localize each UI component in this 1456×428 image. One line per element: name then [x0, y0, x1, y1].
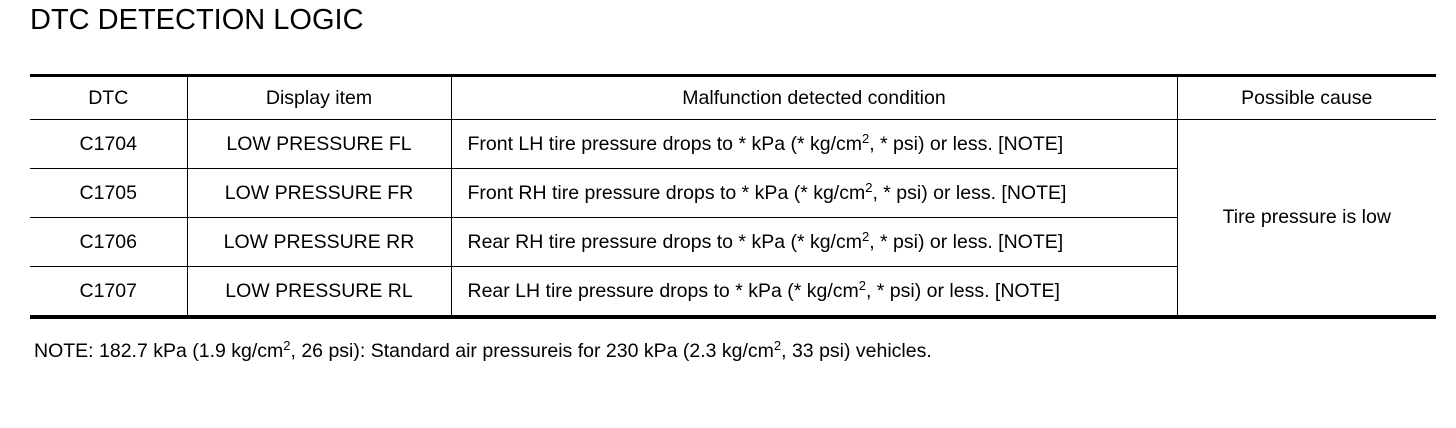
- text-part: 2: [861, 228, 870, 244]
- title: DTC DETECTION LOGIC: [30, 4, 364, 36]
- condition-cell: Front LH tire pressure drops to * kPa (*…: [450, 119, 1178, 169]
- dtc-cell: C1706: [30, 217, 188, 267]
- display-item-cell: LOW PRESSURE FL: [186, 119, 452, 169]
- text-part: , * psi) or less. [NOTE]: [865, 279, 1060, 302]
- header-cell: Malfunction detected condition: [450, 75, 1178, 120]
- note: NOTE: 182.7 kPa (1.9 kg/cm2, 26 psi): St…: [34, 338, 932, 363]
- header-cell: DTC: [30, 75, 188, 120]
- display-item-cell: LOW PRESSURE RR: [186, 217, 452, 267]
- condition-cell: Rear LH tire pressure drops to * kPa (* …: [450, 266, 1177, 319]
- text-part: 2: [865, 179, 873, 195]
- text-part: Rear LH tire pressure drops to * kPa (* …: [467, 279, 859, 302]
- condition-cell: Rear RH tire pressure drops to * kPa (* …: [450, 217, 1177, 267]
- text-part: , * psi) or less. [NOTE]: [869, 132, 1064, 155]
- display-item-cell: LOW PRESSURE RL: [186, 266, 452, 319]
- text-part: NOTE: 182.7 kPa (1.9 kg/cm: [34, 340, 284, 362]
- header-row: DTC Display item Malfunction detected cond…: [30, 75, 1436, 120]
- text-part: , 26 psi): Standard air pressureis for 2…: [290, 340, 774, 362]
- text-part: 2: [858, 277, 866, 293]
- text-part: Rear RH tire pressure drops to * kPa (* …: [467, 230, 862, 253]
- text-part: 2: [283, 338, 291, 353]
- table-body: C1704 LOW PRESSURE FL Front LH tire pressu…: [30, 119, 1436, 319]
- text-part: , * psi) or less. [NOTE]: [869, 230, 1064, 253]
- dtc-table: DTC Display item Malfunction detected cond…: [30, 74, 1436, 319]
- table-row: C1707 LOW PRESSURE RL Rear LH tire pressur…: [30, 266, 1436, 319]
- table-row: C1704 LOW PRESSURE FL Front LH tire pressu…: [30, 119, 1436, 319]
- text-part: Front LH tire pressure drops to * kPa (*…: [467, 132, 862, 155]
- text-part: , 33 psi) vehicles.: [781, 340, 932, 362]
- header-cell: Display item: [186, 75, 452, 120]
- text-part: 2: [861, 130, 870, 146]
- dtc-cell: C1705: [30, 168, 188, 218]
- text-part: , * psi) or less. [NOTE]: [872, 181, 1067, 204]
- text-part: Front RH tire pressure drops to * kPa (*…: [467, 181, 866, 204]
- dtc-cell: C1704: [30, 119, 188, 169]
- header-cell: Possible cause: [1176, 75, 1436, 120]
- condition-cell: Front RH tire pressure drops to * kPa (*…: [450, 168, 1177, 218]
- dtc-cell: C1707: [30, 266, 188, 319]
- table-row: C1706 LOW PRESSURE RR Rear RH tire pressur…: [30, 217, 1436, 267]
- display-item-cell: LOW PRESSURE FR: [186, 168, 452, 218]
- possible-cause-cell: Tire pressure is low: [1176, 119, 1436, 319]
- text-part: 2: [773, 338, 782, 353]
